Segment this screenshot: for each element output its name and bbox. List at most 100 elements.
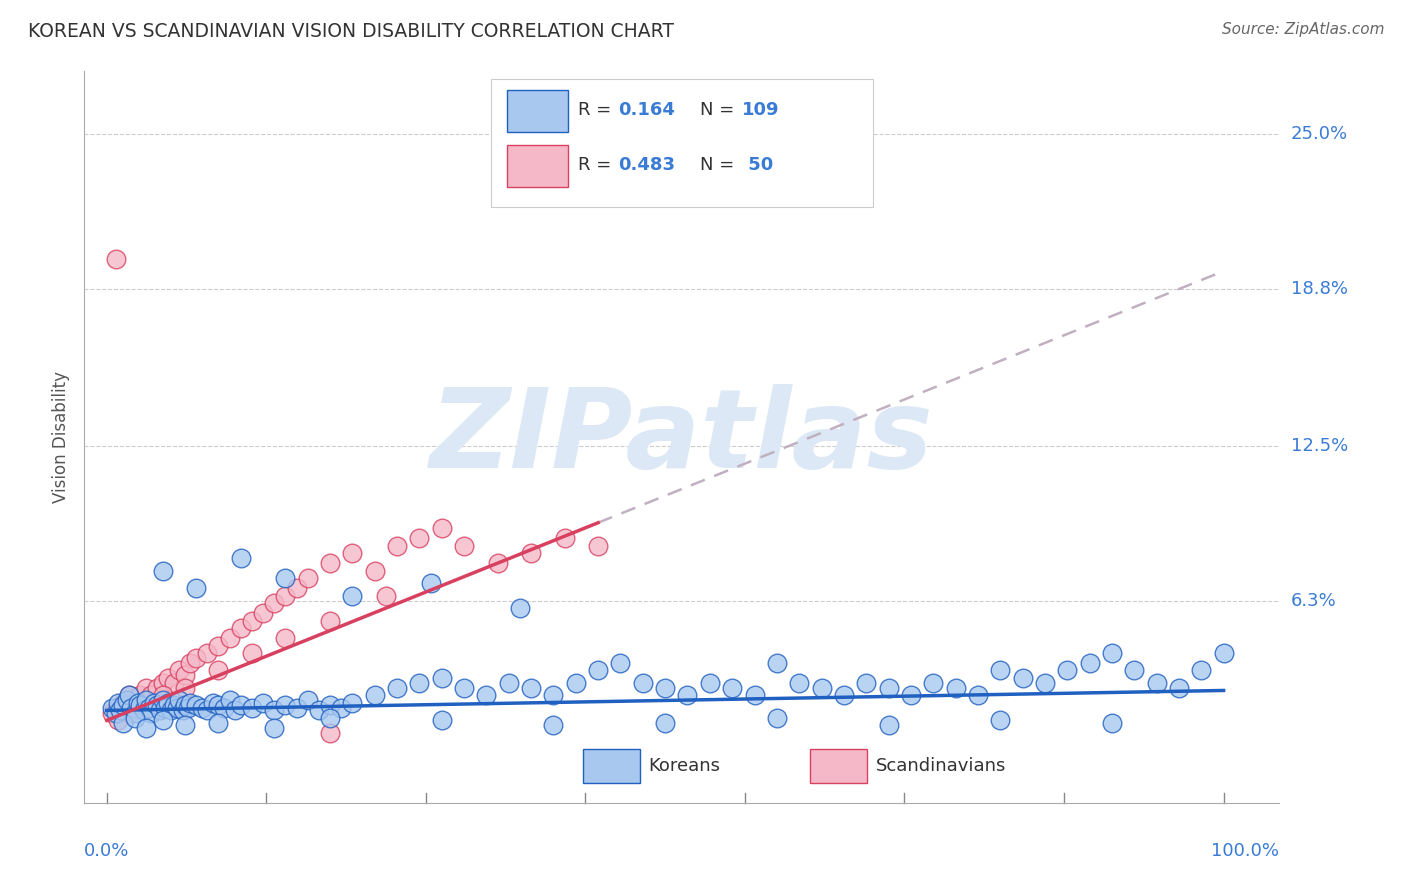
- Point: [101, 701, 124, 715]
- Point: [631, 676, 654, 690]
- Point: [166, 701, 188, 715]
- Point: [184, 581, 207, 595]
- Point: [129, 701, 152, 715]
- Point: [177, 701, 200, 715]
- Point: [173, 681, 195, 695]
- Point: [184, 651, 207, 665]
- Point: [101, 706, 124, 720]
- Point: [586, 664, 609, 678]
- Point: [107, 714, 129, 728]
- Point: [120, 701, 142, 715]
- Point: [172, 703, 194, 717]
- Text: 0.164: 0.164: [619, 101, 675, 120]
- Text: 25.0%: 25.0%: [1291, 125, 1348, 143]
- Point: [308, 703, 330, 717]
- Point: [832, 689, 855, 703]
- Point: [1056, 664, 1078, 678]
- Point: [124, 696, 146, 710]
- Point: [274, 698, 297, 713]
- Point: [129, 698, 152, 713]
- Point: [988, 664, 1011, 678]
- Point: [430, 671, 453, 685]
- Point: [207, 715, 229, 730]
- Point: [240, 614, 263, 628]
- Point: [163, 698, 186, 713]
- Point: [252, 696, 274, 710]
- Text: KOREAN VS SCANDINAVIAN VISION DISABILITY CORRELATION CHART: KOREAN VS SCANDINAVIAN VISION DISABILITY…: [28, 22, 673, 41]
- Point: [240, 701, 263, 715]
- Point: [486, 556, 509, 570]
- Point: [408, 531, 430, 545]
- Point: [112, 698, 135, 713]
- Point: [430, 521, 453, 535]
- Point: [676, 689, 699, 703]
- Text: 109: 109: [742, 101, 779, 120]
- Point: [112, 696, 135, 710]
- Point: [129, 689, 152, 703]
- Text: 12.5%: 12.5%: [1291, 437, 1348, 455]
- Text: 100.0%: 100.0%: [1212, 842, 1279, 860]
- Point: [274, 589, 297, 603]
- FancyBboxPatch shape: [582, 749, 640, 783]
- FancyBboxPatch shape: [491, 78, 873, 207]
- Point: [153, 701, 176, 715]
- Point: [408, 676, 430, 690]
- Point: [1033, 676, 1056, 690]
- Point: [385, 681, 408, 695]
- Point: [141, 689, 163, 703]
- Point: [609, 656, 631, 670]
- Point: [240, 646, 263, 660]
- Point: [520, 546, 543, 560]
- Point: [163, 676, 186, 690]
- Point: [152, 693, 174, 707]
- Text: Koreans: Koreans: [648, 757, 720, 775]
- Point: [207, 664, 229, 678]
- Point: [146, 698, 169, 713]
- Point: [1101, 715, 1123, 730]
- Point: [107, 696, 129, 710]
- Point: [157, 671, 180, 685]
- Text: N =: N =: [700, 101, 740, 120]
- Point: [157, 696, 180, 710]
- Text: R =: R =: [578, 156, 617, 174]
- Point: [877, 718, 900, 732]
- Point: [1101, 646, 1123, 660]
- Point: [453, 681, 475, 695]
- Point: [285, 581, 308, 595]
- Point: [654, 715, 676, 730]
- Point: [141, 706, 163, 720]
- Point: [766, 656, 789, 670]
- Point: [1212, 646, 1234, 660]
- Point: [586, 539, 609, 553]
- Point: [419, 576, 441, 591]
- Point: [152, 689, 174, 703]
- Point: [212, 701, 235, 715]
- Point: [744, 689, 766, 703]
- Point: [877, 681, 900, 695]
- Point: [721, 681, 744, 695]
- Point: [274, 571, 297, 585]
- Y-axis label: Vision Disability: Vision Disability: [52, 371, 70, 503]
- Point: [173, 698, 195, 713]
- Point: [554, 531, 576, 545]
- Point: [342, 696, 364, 710]
- Point: [810, 681, 832, 695]
- Point: [453, 539, 475, 553]
- Text: 50: 50: [742, 156, 773, 174]
- Point: [922, 676, 945, 690]
- Point: [152, 564, 174, 578]
- Point: [195, 703, 218, 717]
- Point: [252, 606, 274, 620]
- Point: [297, 571, 319, 585]
- Point: [229, 621, 252, 635]
- Point: [132, 703, 155, 717]
- Point: [201, 696, 224, 710]
- Point: [364, 689, 387, 703]
- Point: [124, 706, 146, 720]
- Point: [135, 693, 157, 707]
- Point: [509, 601, 531, 615]
- Text: ZIPatlas: ZIPatlas: [430, 384, 934, 491]
- Point: [173, 718, 195, 732]
- FancyBboxPatch shape: [508, 145, 568, 187]
- Point: [274, 631, 297, 645]
